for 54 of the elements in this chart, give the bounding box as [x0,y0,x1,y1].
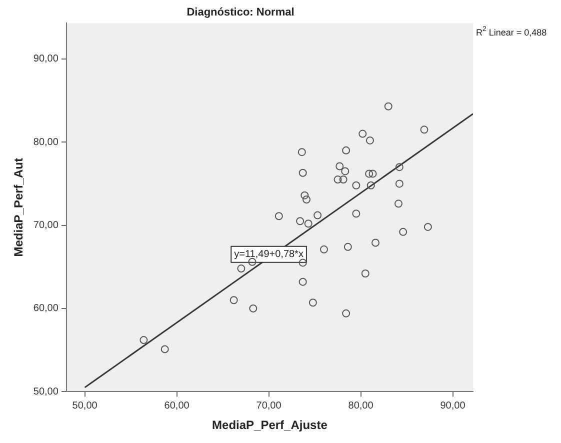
x-tick-label: 70,00 [256,400,282,412]
point [368,170,377,178]
point [230,296,238,304]
point [366,136,374,144]
point [371,238,380,247]
point [341,167,350,176]
point [300,191,309,200]
point [320,245,328,254]
point [302,196,311,204]
x-tick-label: 90,00 [440,400,466,412]
point [336,162,344,170]
point [424,222,432,231]
point [358,130,367,138]
point [298,148,306,156]
chart-title: Diagnóstico: Normal [186,6,294,19]
point [304,220,312,228]
point [298,258,307,267]
point [365,170,374,178]
y-axis-title: MediaP_Perf_Aut [12,158,26,257]
point [298,278,307,286]
point [274,212,283,220]
point [308,298,317,307]
point [314,211,322,220]
x-tick-label: 80,00 [348,400,374,412]
y-tick-label: 50,00 [33,386,59,398]
point [395,163,404,172]
point [140,336,148,344]
point [394,200,402,208]
point [420,126,428,134]
point [249,304,258,312]
y-tick-label: 80,00 [33,136,59,148]
point [384,102,392,110]
point [334,176,342,184]
point [395,180,404,188]
point [361,270,370,278]
point [237,264,246,273]
point [366,181,375,190]
point [342,309,350,318]
x-axis-title: MediaP_Perf_Ajuste [212,418,328,432]
point [352,181,360,190]
point [342,146,350,154]
point [298,168,307,177]
y-tick-label: 60,00 [33,303,59,314]
x-tick-label: 50,00 [72,400,98,412]
point [160,345,169,354]
point [352,210,360,218]
y-tick-label: 70,00 [33,220,59,232]
point [399,228,408,236]
point [344,242,352,251]
x-tick-label: 60,00 [164,400,190,412]
point [339,176,348,184]
y-tick-label: 90,00 [33,54,59,65]
annotation: y=11,49+0,78*x [234,249,304,260]
point [296,217,304,226]
